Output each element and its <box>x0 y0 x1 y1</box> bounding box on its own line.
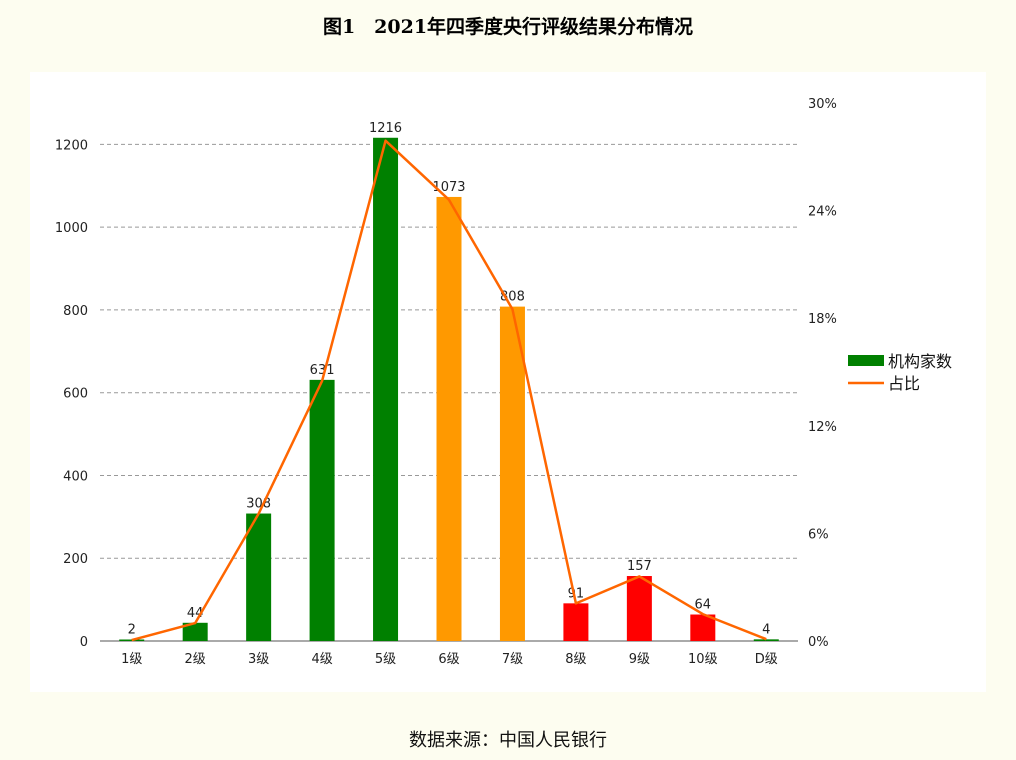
x-tick-label: 5级 <box>375 652 396 667</box>
data-source: 数据来源：中国人民银行 <box>409 730 607 751</box>
y-right-tick-label: 30% <box>808 97 837 112</box>
y-left-tick-label: 200 <box>63 552 88 567</box>
y-right-tick-label: 12% <box>808 420 837 435</box>
data-label: 631 <box>310 363 335 378</box>
x-tick-label: 9级 <box>629 652 650 667</box>
legend-label-bars: 机构家数 <box>888 352 952 371</box>
bar-7级 <box>499 306 525 641</box>
data-label: 308 <box>246 497 271 512</box>
chart-title: 图1 2021年四季度央行评级结果分布情况 <box>322 16 694 38</box>
bar-4级 <box>309 379 335 641</box>
y-left-tick-label: 1200 <box>55 138 88 153</box>
data-label: 2 <box>128 623 136 638</box>
bar-9级 <box>626 576 652 641</box>
bar-8级 <box>563 603 589 641</box>
bar-2级 <box>182 622 208 641</box>
y-left-tick-label: 400 <box>63 469 88 484</box>
bar-6级 <box>436 196 462 641</box>
bar-5级 <box>373 137 399 642</box>
y-right-tick-label: 18% <box>808 312 837 327</box>
x-tick-label: 10级 <box>688 652 718 667</box>
legend-swatch-bars <box>848 355 884 366</box>
y-left-tick-label: 800 <box>63 304 88 319</box>
y-right-tick-label: 0% <box>808 635 829 650</box>
legend-label-line: 占比 <box>888 374 920 393</box>
data-label: 4 <box>762 622 770 637</box>
chart-svg: 0 200 400 600 800 1000 1200 0% 6% 12% 18% 24% 30% 2 1级… <box>55 97 952 667</box>
y-right-tick-label: 6% <box>808 527 829 542</box>
x-tick-label: 2级 <box>185 652 206 667</box>
x-tick-label: D级 <box>755 652 778 667</box>
data-label: 157 <box>627 559 652 574</box>
data-label: 64 <box>695 598 712 613</box>
chart-panel: 0 200 400 600 800 1000 1200 0% 6% 12% 18% 24% 30% 2 1级… <box>30 72 986 692</box>
y-left-tick-label: 0 <box>80 635 88 650</box>
x-tick-label: 7级 <box>502 652 523 667</box>
bar-1级 <box>119 639 145 641</box>
y-left-tick-label: 1000 <box>55 221 88 236</box>
x-tick-label: 6级 <box>438 652 459 667</box>
bar-D级 <box>753 639 779 641</box>
x-tick-label: 8级 <box>565 652 586 667</box>
bar-10级 <box>690 614 716 641</box>
x-tick-label: 3级 <box>248 652 269 667</box>
x-tick-label: 4级 <box>311 652 332 667</box>
bar-3级 <box>246 513 272 641</box>
x-tick-label: 1级 <box>121 652 142 667</box>
data-label: 1216 <box>369 121 402 136</box>
share-line <box>131 139 767 642</box>
y-left-tick-label: 600 <box>63 387 88 402</box>
y-right-tick-label: 24% <box>808 205 837 220</box>
